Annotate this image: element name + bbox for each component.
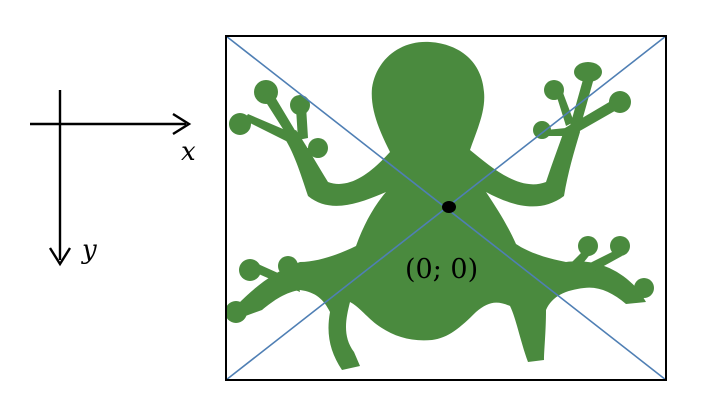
y-axis-arrowhead <box>48 247 72 267</box>
y-axis-label: y <box>81 235 97 265</box>
frame-rect <box>225 35 667 381</box>
frog-finger <box>300 146 318 158</box>
frog-finger <box>556 90 574 126</box>
origin-point <box>442 201 456 213</box>
frog-finger <box>244 114 290 142</box>
frog-finger <box>576 250 622 278</box>
axes-legend: x y <box>30 90 196 267</box>
frog-finger <box>566 250 592 272</box>
frog-finger <box>284 264 300 290</box>
frog-finger <box>546 128 566 136</box>
frog-body <box>238 41 646 370</box>
frog-finger <box>296 106 308 140</box>
frog-finger <box>262 92 296 140</box>
frog-toe <box>574 62 602 82</box>
frog-finger <box>254 264 300 292</box>
frog-finger <box>572 98 620 132</box>
frog-toe <box>225 301 247 323</box>
frog-toe <box>239 259 261 281</box>
origin-label: (0; 0) <box>405 254 478 285</box>
x-axis-label: x <box>181 137 196 167</box>
frog-toe <box>634 278 654 298</box>
frog-image <box>225 41 654 370</box>
x-axis-arrowhead <box>172 112 192 136</box>
